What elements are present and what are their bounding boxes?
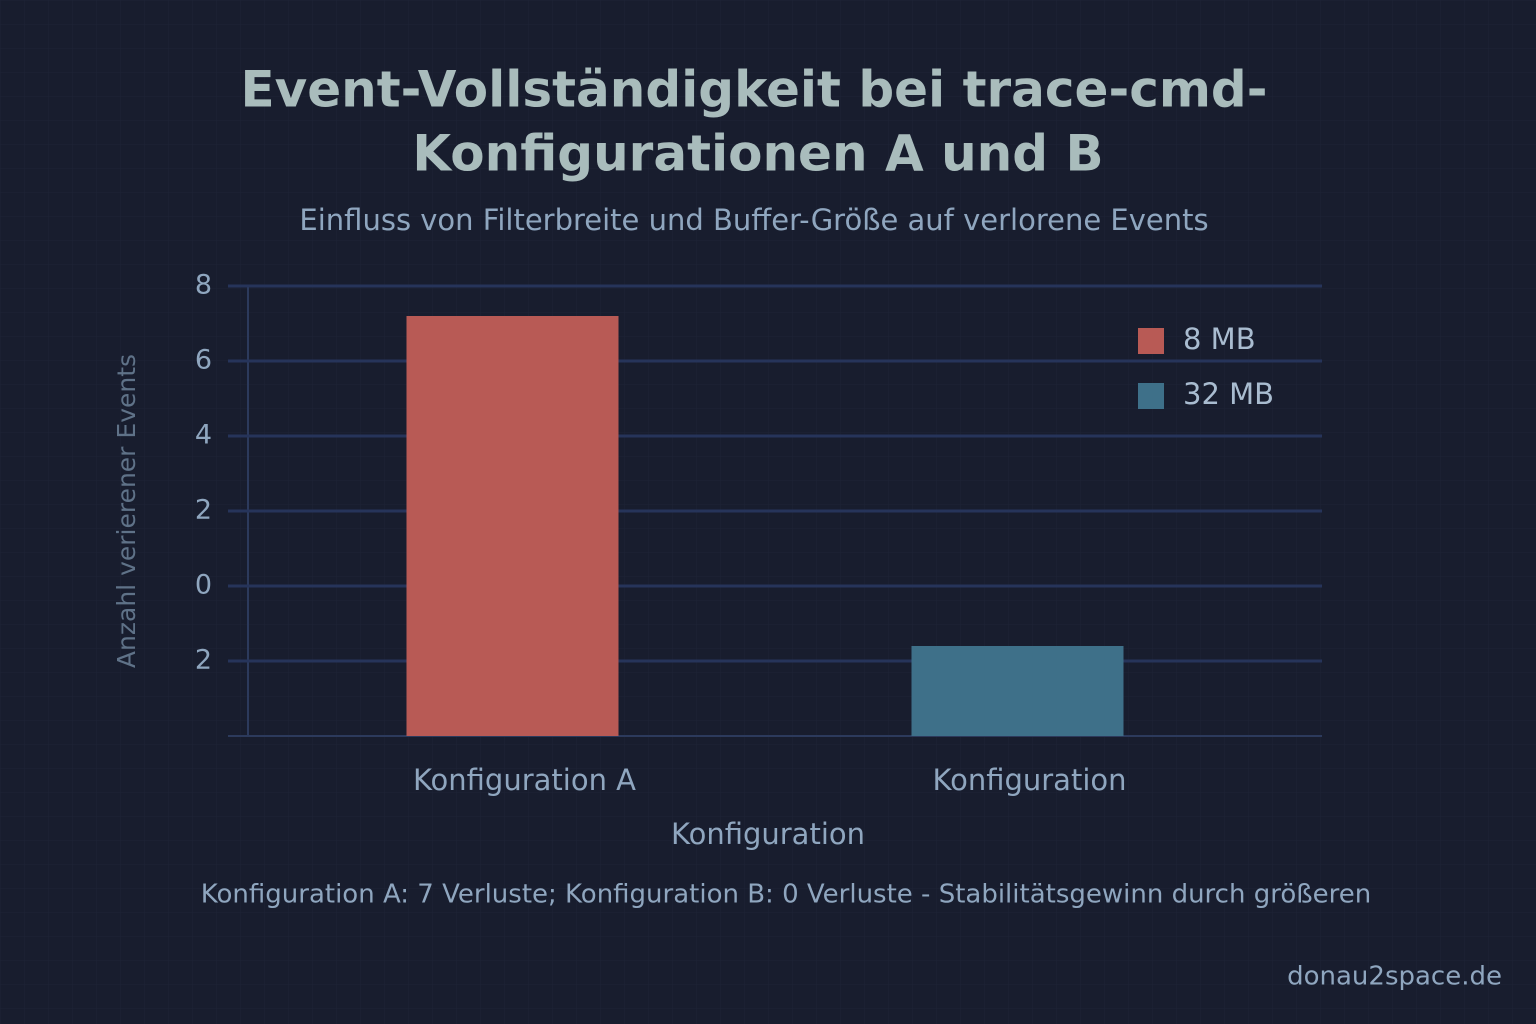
x-axis-label: Konfiguration (671, 817, 865, 851)
x-tick-label: Konfiguration (933, 763, 1127, 797)
y-tick-label: 8 (195, 270, 212, 301)
y-tick-label: 4 (195, 420, 212, 451)
x-tick-label: Konfiguration A (413, 763, 636, 797)
chart-title: Konfigurationen A und B (412, 125, 1103, 183)
y-tick-label: 2 (195, 645, 212, 676)
bar (406, 316, 619, 736)
y-axis-label: Anzahl verierener Events (112, 354, 141, 668)
legend-swatch (1138, 328, 1164, 354)
y-tick-label: 2 (195, 495, 212, 526)
y-tick-label: 0 (195, 570, 212, 601)
watermark: donau2space.de (1287, 962, 1502, 992)
legend-label: 32 MB (1183, 377, 1274, 411)
legend-swatch (1138, 383, 1164, 409)
y-tick-label: 6 (195, 345, 212, 376)
chart-title: Event-Vollständigkeit bei trace-cmd- (241, 61, 1268, 119)
note: Konfiguration A: 7 Verluste; Konfigurati… (201, 880, 1371, 910)
bar (911, 646, 1124, 736)
legend-label: 8 MB (1183, 322, 1256, 356)
chart-subtitle: Einfluss von Filterbreite und Buffer-Grö… (299, 203, 1208, 237)
